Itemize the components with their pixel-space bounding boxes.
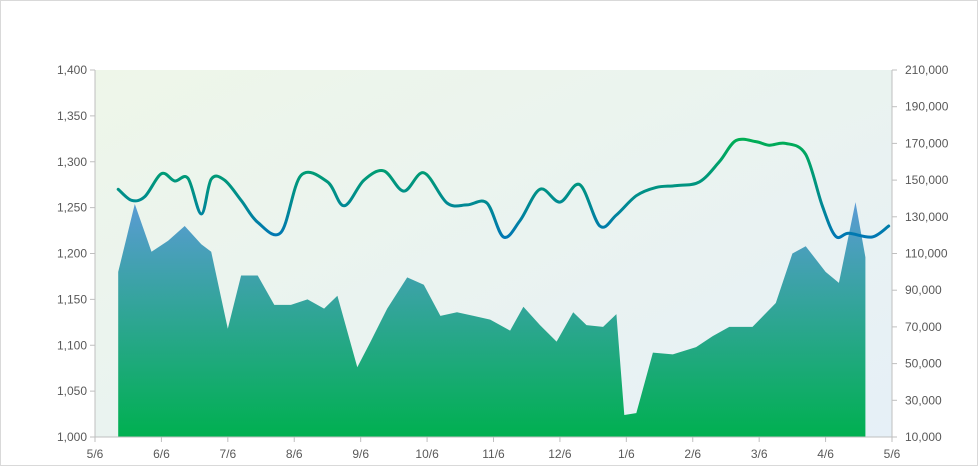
y-left-tick-label: 1,200: [57, 247, 87, 261]
y-right-tick-label: 90,000: [905, 283, 942, 297]
x-tick-label: 4/6: [817, 447, 834, 461]
y-right-tick-label: 70,000: [905, 320, 942, 334]
x-tick-label: 7/6: [219, 447, 236, 461]
x-tick-label: 11/6: [482, 447, 505, 461]
x-tick-label: 10/6: [415, 447, 439, 461]
y-left-tick-label: 1,400: [57, 63, 87, 77]
y-left-tick-label: 1,000: [57, 430, 87, 444]
x-tick-label: 9/6: [352, 447, 369, 461]
y-right-tick-label: 30,000: [905, 393, 942, 407]
x-tick-label: 8/6: [286, 447, 303, 461]
y-left-tick-label: 1,350: [57, 109, 87, 123]
x-tick-label: 12/6: [548, 447, 572, 461]
y-right-tick-label: 50,000: [905, 357, 942, 371]
y-right-tick-label: 210,000: [905, 63, 949, 77]
y-left-tick-label: 1,100: [57, 338, 87, 352]
y-left-tick-label: 1,250: [57, 201, 87, 215]
area-series: [118, 202, 866, 437]
x-tick-label: 3/6: [751, 447, 768, 461]
y-left-tick-label: 1,150: [57, 292, 87, 306]
x-tick-label: 5/6: [87, 447, 104, 461]
y-right-tick-label: 150,000: [905, 173, 949, 187]
y-right-tick-label: 170,000: [905, 136, 949, 150]
line-series: [116, 137, 891, 240]
y-right-tick-label: 190,000: [905, 100, 949, 114]
x-tick-label: 5/6: [884, 447, 901, 461]
y-right-tick-label: 130,000: [905, 210, 949, 224]
x-tick-label: 2/6: [684, 447, 701, 461]
y-right-tick-label: 110,000: [905, 247, 948, 261]
y-right-tick-label: 10,000: [905, 430, 942, 444]
x-tick-label: 1/6: [618, 447, 635, 461]
y-left-tick-label: 1,300: [57, 155, 87, 169]
x-tick-label: 6/6: [153, 447, 170, 461]
y-left-tick-label: 1,050: [57, 384, 87, 398]
